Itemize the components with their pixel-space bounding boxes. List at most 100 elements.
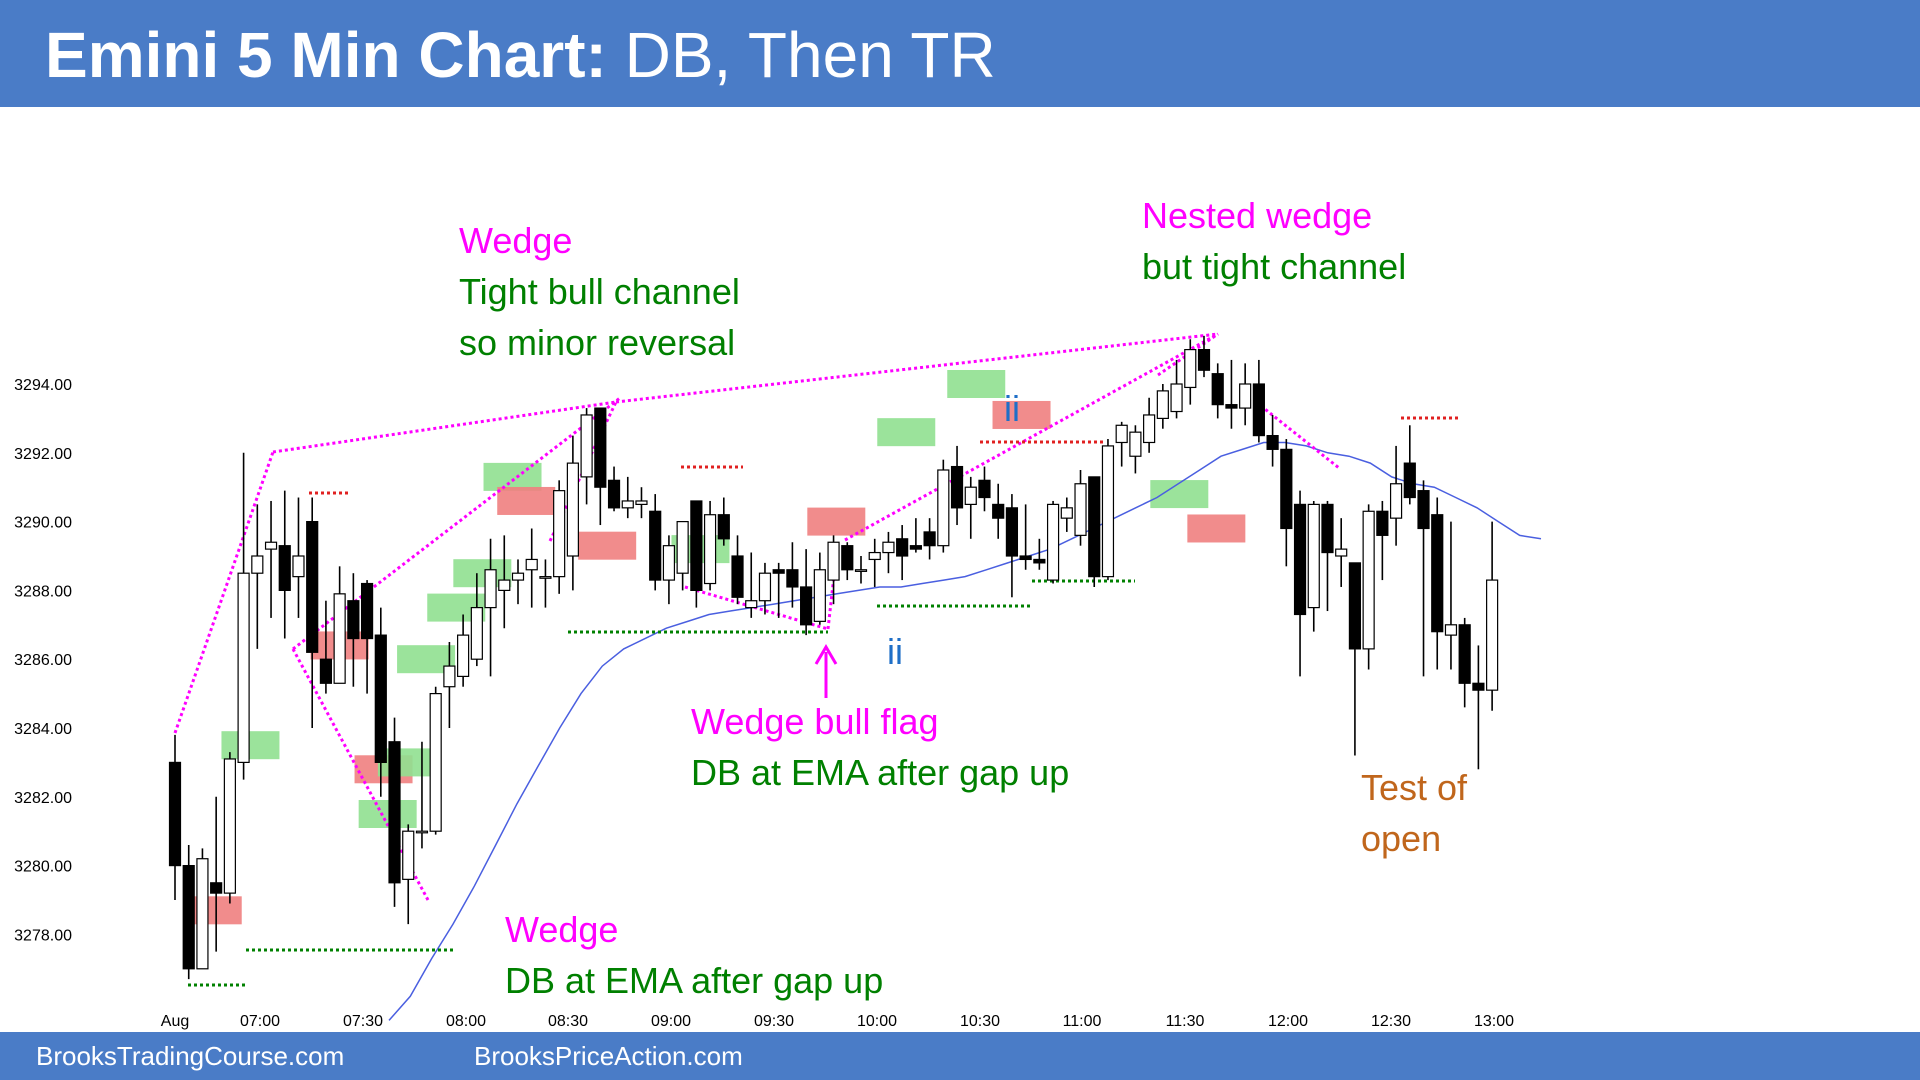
candle [1403,425,1416,505]
candle [882,531,895,574]
bull-signal-box [1150,480,1209,509]
candle [649,494,662,591]
candle [333,566,346,684]
x-tick-label: 12:00 [1268,1013,1308,1030]
candle [950,445,964,526]
y-tick-label: 3282.00 [14,790,72,807]
candle [1486,521,1499,711]
candle [1280,439,1293,567]
candle [237,452,250,780]
x-tick-label: 13:00 [1474,1013,1514,1030]
candle [1266,414,1279,467]
candle [1088,476,1101,587]
x-tick-label: 08:00 [446,1013,486,1030]
footer-left-link[interactable]: BrooksTradingCourse.com [36,1041,345,1071]
y-tick-label: 3294.00 [14,377,72,394]
candle [1362,504,1375,670]
candle [168,734,182,900]
x-tick-label: 09:30 [754,1013,794,1030]
candle [1307,500,1320,632]
candle [292,497,305,618]
candle [758,562,772,615]
candle [1293,490,1307,677]
header-bar: Emini 5 Min Chart: DB, Then TR [0,0,1920,107]
candle [662,535,676,605]
bull-signal-box [877,418,936,447]
y-tick-label: 3292.00 [14,446,72,463]
candle [621,476,634,519]
candle [1184,339,1197,405]
annotation-label: DB at EMA after gap up [505,960,883,1001]
candle [182,844,195,980]
annotation-label: ii [887,631,903,672]
candle [854,556,868,584]
x-tick-label: Aug [161,1013,189,1030]
candle [717,497,730,546]
bear-signal-box [578,531,637,560]
candle [1444,521,1458,670]
candle [402,824,415,925]
bull-signal-box [483,462,542,491]
bear-signal-box [807,507,866,536]
candle [1005,494,1019,598]
candle [1019,504,1032,570]
candlestick-chart: 3294.00 3292.00 3290.00 3288.00 3286.00 3284.… [14,195,1542,1030]
candle [1033,538,1046,570]
trendline [844,332,1219,542]
candle [1321,500,1334,612]
annotation-label: DB at EMA after gap up [691,752,1069,793]
candle [1170,359,1183,419]
candle [1472,645,1485,770]
candle [1101,439,1115,581]
annotation-label: ii [1004,388,1020,429]
candle [786,542,799,608]
title-bold: Emini 5 Min Chart: [45,19,607,91]
candle [498,535,511,629]
candle [196,848,209,970]
candle [594,407,607,526]
candle [470,573,483,667]
candle [264,500,278,618]
candle [1335,518,1348,587]
ema-line [388,441,1542,1021]
candle [539,559,552,608]
candle [553,480,566,594]
trendline [1255,400,1340,470]
candle [443,642,456,728]
footer-right-link[interactable]: BrooksPriceAction.com [474,1041,743,1071]
page-title: Emini 5 Min Chart: DB, Then TR [45,20,996,90]
candle [278,490,291,639]
candle [484,538,497,677]
trendline [615,332,1219,404]
title-rest: DB, Then TR [606,19,996,91]
candle [1458,617,1471,708]
candle [347,573,360,687]
candle [868,538,881,587]
candle [1376,500,1389,581]
candle [703,500,717,591]
candle [827,535,840,605]
candle [841,542,854,581]
candle [457,614,470,687]
candle [223,752,236,904]
candle [1431,497,1444,670]
candle [992,483,1005,539]
candle [1348,562,1362,756]
candle [909,518,922,553]
annotation-label: Nested wedge [1142,195,1372,236]
candle [731,535,744,605]
candle [978,466,991,512]
x-tick-label: 11:00 [1063,1013,1102,1030]
candle [690,500,703,608]
candle [1129,425,1142,474]
annotation-label: so minor reversal [459,322,735,363]
candle [210,796,223,952]
x-tick-label: 09:00 [651,1013,691,1030]
candle [525,528,538,608]
bear-signal-box [497,486,556,515]
annotation-label: open [1361,818,1441,859]
y-tick-label: 3288.00 [14,583,72,600]
annotation-label: Wedge [505,909,618,950]
x-tick-label: 07:00 [240,1013,280,1030]
candle [800,549,813,636]
